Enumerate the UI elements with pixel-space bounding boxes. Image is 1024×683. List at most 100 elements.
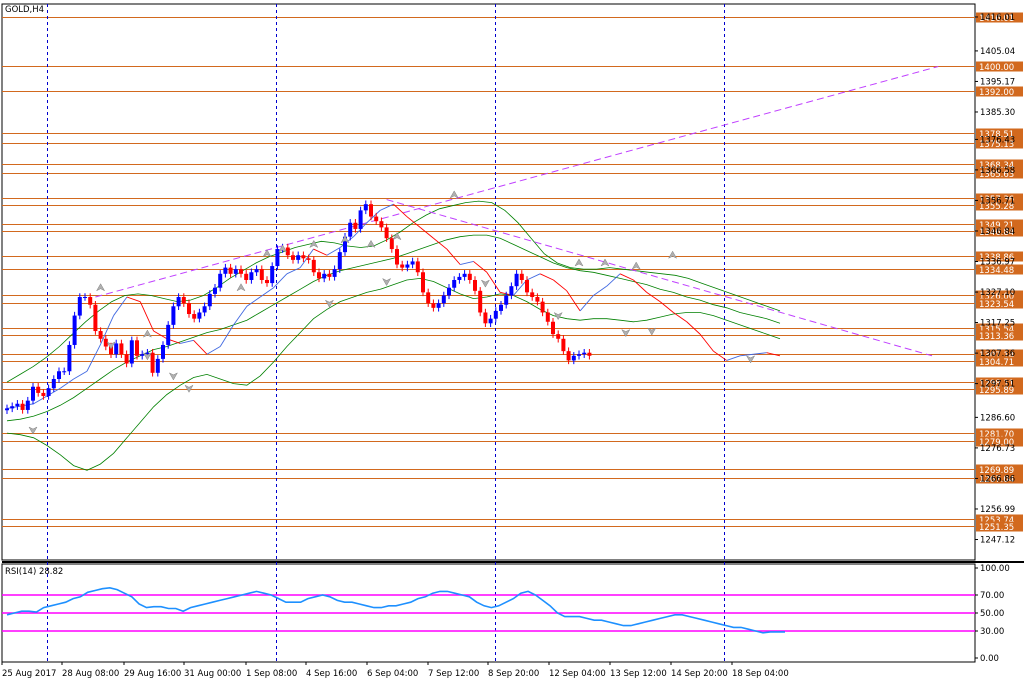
candle-bull: [10, 406, 15, 409]
bollinger-bands: [6, 200, 781, 471]
candle-bear: [311, 259, 316, 273]
level-price-label: 1267.04: [979, 475, 1014, 485]
zigzag-segment: [513, 279, 528, 296]
level-price-box: [976, 251, 1023, 262]
fractal-down-icon: [28, 426, 38, 435]
candle-bear: [327, 273, 332, 277]
rsi-tick-label: 70.00: [980, 591, 1004, 601]
candle-bear: [103, 338, 108, 347]
level-price-label: 1368.34: [979, 161, 1014, 171]
level-price-box: [976, 514, 1023, 525]
zigzag-segment: [393, 203, 408, 217]
candle-bull: [140, 354, 145, 356]
zigzag-segment: [699, 333, 714, 352]
price-tick-label: 1405.04: [980, 47, 1015, 57]
candle-bull: [441, 295, 446, 304]
zigzag-segment: [659, 301, 674, 313]
fractal-up-icon: [631, 261, 641, 270]
candle-bull: [197, 312, 202, 319]
price-tick-label: 1327.10: [980, 288, 1015, 298]
candle-bear: [384, 227, 389, 239]
candle-bear: [41, 392, 46, 397]
fractal-up-icon: [667, 250, 678, 259]
candle-bear: [535, 297, 540, 302]
fractal-up-icon: [277, 244, 288, 253]
candle-bear: [519, 273, 524, 280]
candle-bull: [233, 269, 238, 274]
price-tick-label: 1317.25: [980, 319, 1015, 329]
zigzag-segment: [460, 260, 474, 265]
zigzag-segment: [259, 287, 274, 298]
fractals: [28, 190, 756, 435]
bollinger-mid-line: [6, 234, 781, 422]
candle-bull: [254, 269, 259, 273]
candle-bear: [400, 264, 405, 268]
time-tick-label: 28 Aug 08:00: [62, 669, 119, 679]
level-price-box: [976, 330, 1023, 341]
candle-bear: [187, 303, 191, 315]
candle-bull: [493, 310, 498, 319]
candle-bull: [343, 236, 347, 253]
level-price-box: [976, 159, 1023, 170]
session-separators: [47, 4, 725, 662]
candle-bull: [114, 343, 119, 355]
level-price-label: 1346.84: [979, 228, 1014, 238]
candle-bull: [83, 297, 87, 299]
level-price-label: 1269.89: [979, 466, 1014, 476]
candle-bear: [239, 269, 243, 274]
level-price-label: 1392.00: [979, 88, 1014, 98]
price-tick-label: 1276.73: [980, 444, 1015, 454]
candle-bear: [259, 269, 264, 280]
bollinger-lower-line: [6, 277, 781, 471]
candle-bull: [348, 222, 353, 237]
zigzag-line: [6, 203, 781, 409]
level-price-box: [976, 349, 1023, 360]
fractal-up-icon: [449, 190, 459, 199]
zigzag-segment: [419, 227, 434, 239]
price-tick-label: 1297.51: [980, 380, 1015, 390]
zigzag-segment: [60, 378, 74, 389]
candle-bear: [525, 279, 529, 293]
zigzag-segment: [446, 248, 461, 265]
zigzag-segment: [553, 279, 568, 292]
candle-bull: [509, 286, 514, 296]
candle-bear: [530, 292, 535, 298]
zigzag-segment: [246, 296, 261, 307]
candle-bull: [25, 400, 30, 410]
time-tick-label: 13 Sep 12:00: [610, 669, 667, 679]
level-price-label: 1416.01: [979, 14, 1014, 24]
candle-bull: [296, 255, 301, 260]
fractal-up-icon: [142, 329, 153, 338]
candle-bear: [301, 255, 306, 259]
candle-bull: [62, 371, 67, 373]
trendline: [95, 66, 939, 298]
level-price-label: 1295.89: [979, 386, 1014, 396]
time-axis: 25 Aug 2017 28 Aug 08:00 29 Aug 16:00 31 Au…: [1, 662, 789, 679]
zigzag-segment: [139, 301, 155, 332]
candle-bear: [192, 314, 197, 319]
fractal-up-icon: [262, 249, 272, 258]
level-price-box: [976, 290, 1023, 301]
candle-bear: [228, 267, 233, 274]
candle-bear: [389, 238, 394, 250]
trendline: [386, 199, 933, 357]
zigzag-segment: [433, 237, 448, 250]
candle-bull: [213, 287, 217, 294]
level-price-box: [976, 128, 1023, 139]
candle-bull: [67, 344, 72, 372]
zigzag-segment: [606, 273, 621, 287]
candle-bull: [514, 273, 519, 287]
candle-bull: [337, 252, 342, 270]
price-tick-label: 1376.43: [980, 135, 1015, 145]
zigzag-segment: [366, 210, 381, 224]
level-price-box: [976, 168, 1023, 179]
level-price-label: 1251.35: [979, 523, 1014, 533]
time-tick-label: 8 Sep 20:00: [488, 669, 539, 679]
candle-bear: [124, 354, 129, 364]
trendlines: [95, 66, 939, 357]
level-price-box: [976, 384, 1023, 395]
zigzag-segment: [379, 203, 394, 211]
candle-bull: [462, 273, 467, 277]
zigzag-segment: [233, 306, 248, 326]
